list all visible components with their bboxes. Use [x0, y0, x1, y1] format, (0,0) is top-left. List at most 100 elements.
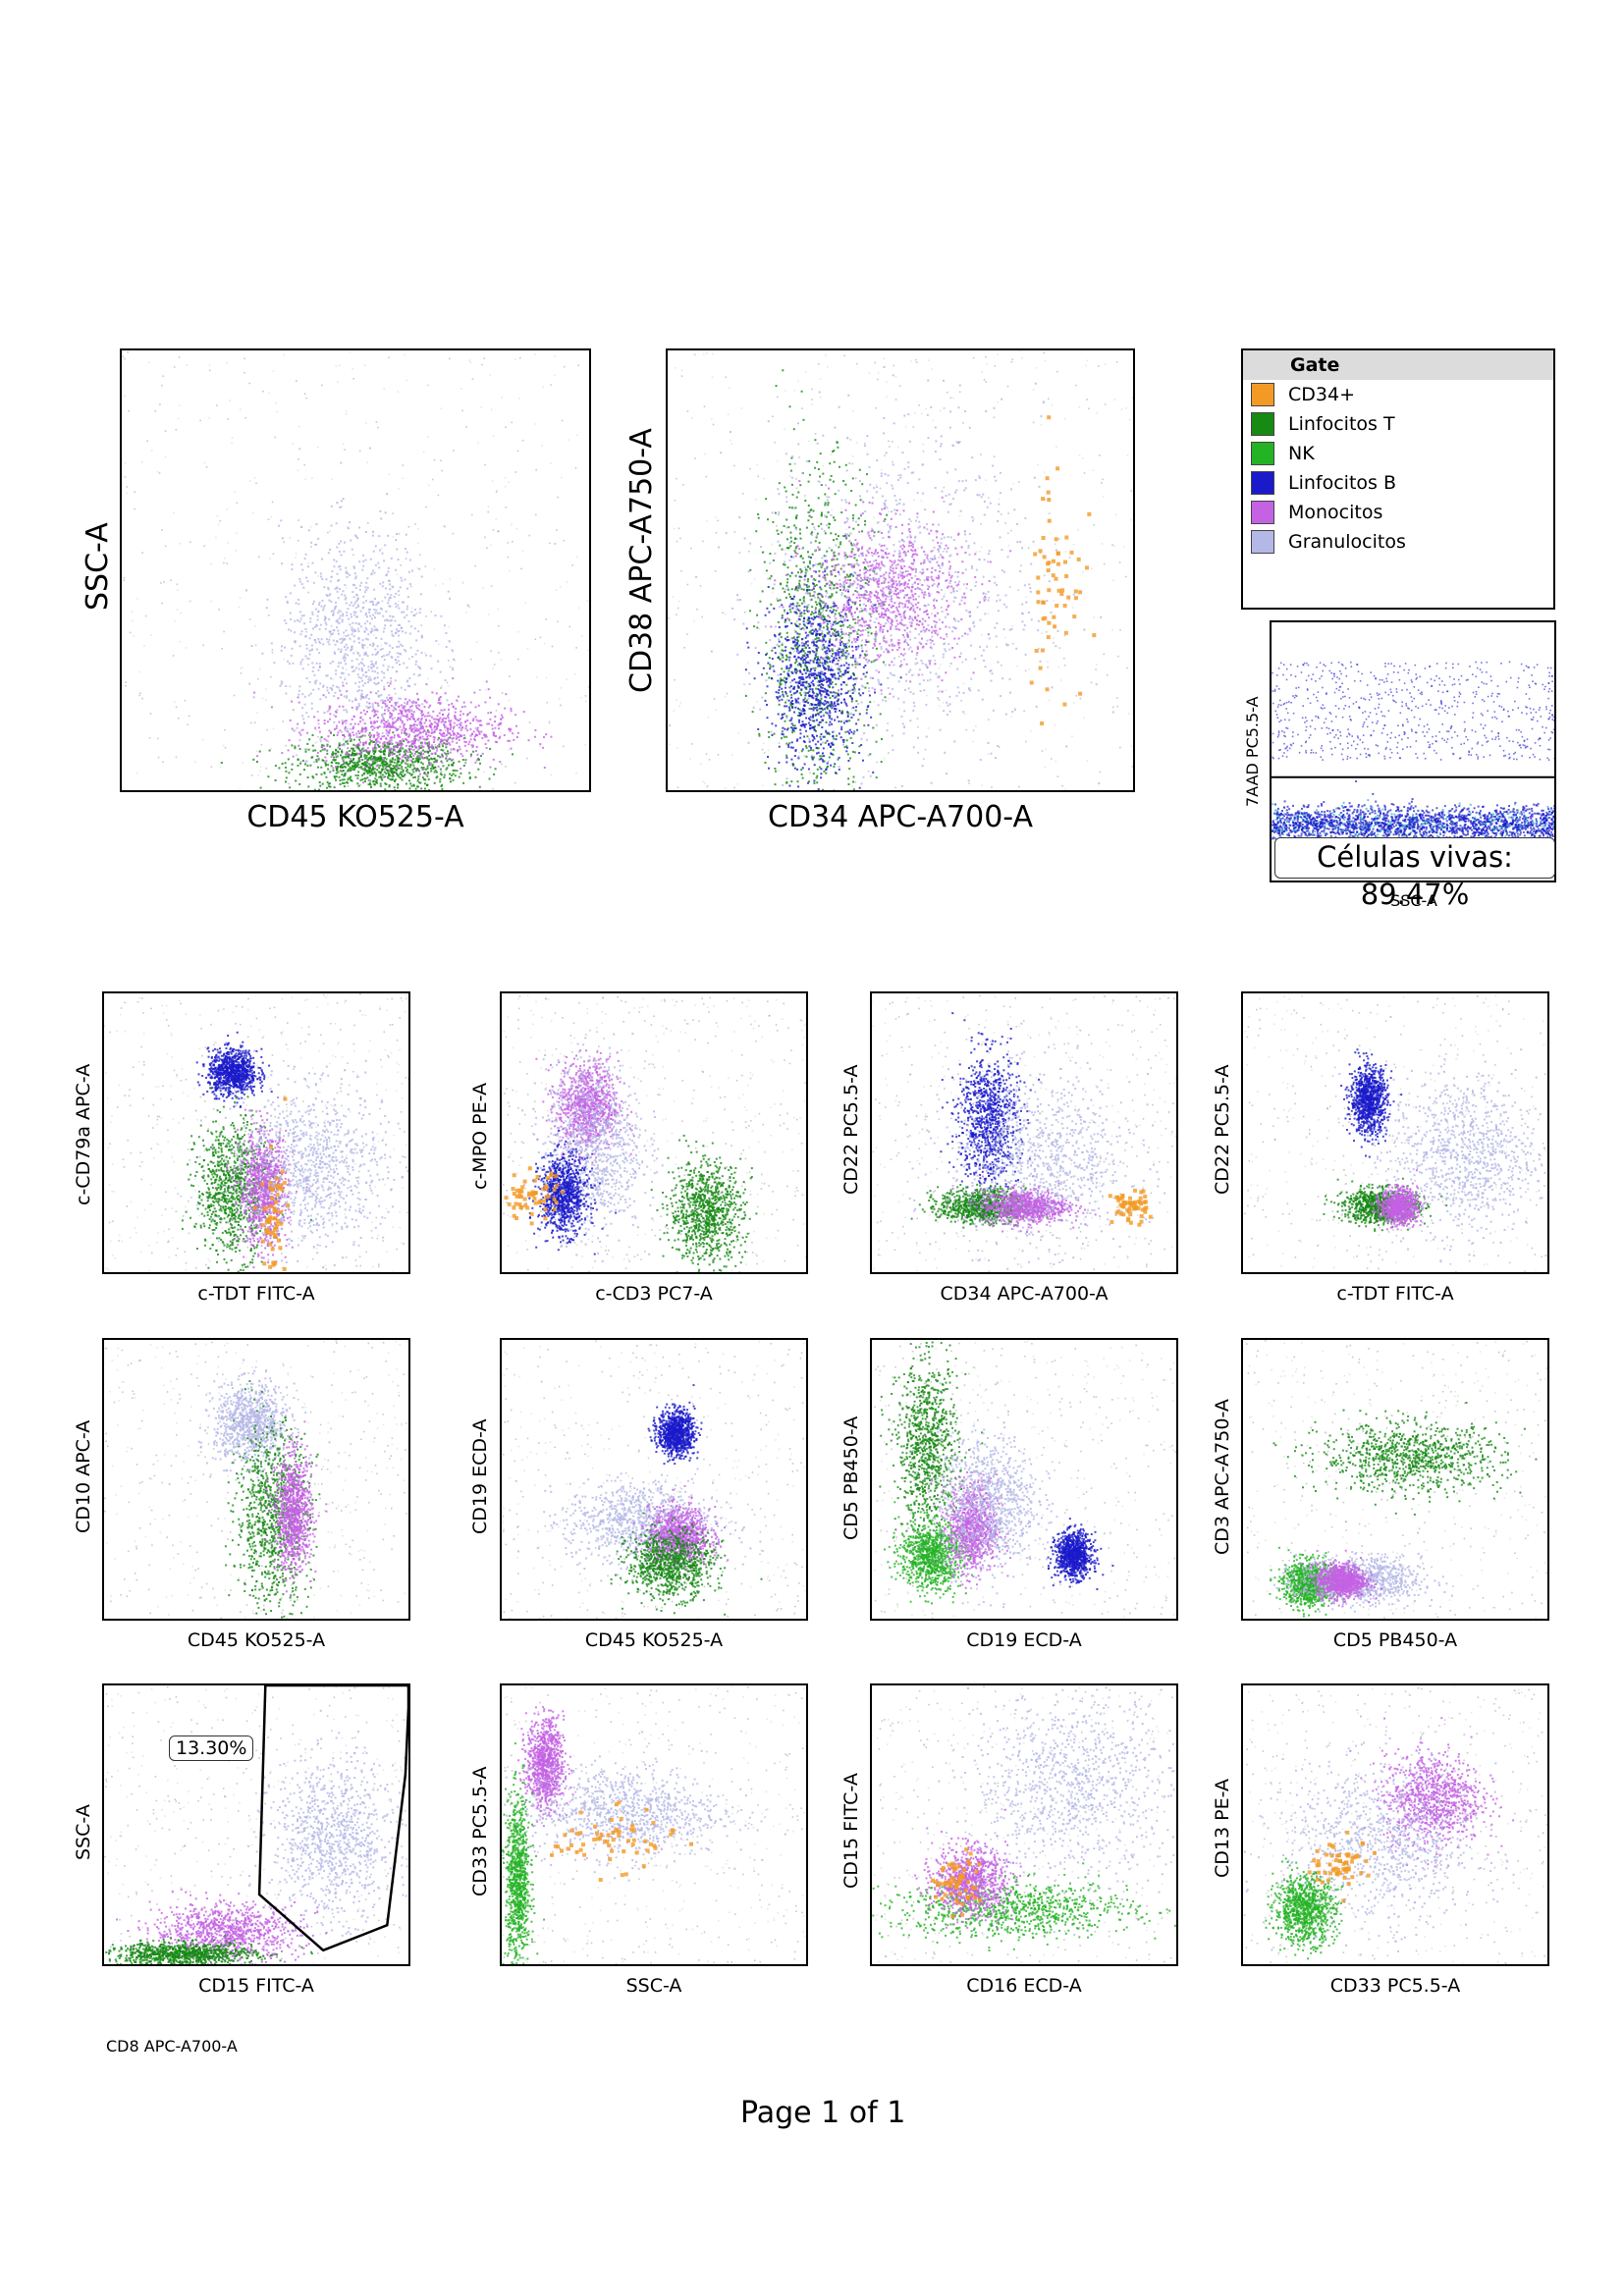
population-monocitos [517, 1706, 574, 1828]
scatter-svg-10 [1246, 1340, 1547, 1619]
population-monocitos [951, 1175, 1097, 1233]
background-events [502, 1340, 806, 1619]
population-granulocitos [246, 1709, 408, 1950]
population-granulocitos [514, 1451, 762, 1582]
population-monocitos [1349, 1717, 1515, 1868]
legend-title: Gate [1243, 350, 1553, 380]
scatter-svg-7 [104, 1340, 408, 1619]
ylabel-14: CD13 PE-A [1212, 1779, 1233, 1878]
scatter-plot-13 [870, 1683, 1178, 1966]
population-linfocitos-t [744, 369, 891, 790]
legend-entry: Linfocitos B [1243, 468, 1553, 498]
granulocyte-gate [257, 1685, 408, 1952]
scatter-plot-14 [1241, 1683, 1549, 1966]
legend-label: CD34+ [1288, 384, 1355, 405]
population-granulocitos [245, 447, 481, 782]
population-cd34- [1029, 415, 1097, 725]
xlabel-6: c-TDT FITC-A [1336, 1283, 1453, 1305]
extra-axis-label: CD8 APC-A700-A [106, 2037, 238, 2056]
population-linfocitos-b [1340, 1048, 1403, 1158]
scatter-svg-4 [502, 994, 806, 1272]
scatter-plot-2 [666, 348, 1135, 792]
population-granulocitos [904, 1022, 1176, 1270]
background-events [668, 350, 1133, 790]
scatter-plot-11 [102, 1683, 410, 1966]
gate-legend: Gate CD34+ Linfocitos T NK Linfocitos B Mono… [1241, 348, 1555, 610]
ylabel-1: SSC-A [81, 522, 115, 611]
population-monocitos [1299, 1549, 1383, 1608]
ylabel-6: CD22 PC5.5-A [1212, 1065, 1233, 1196]
legend-entry: Monocitos [1243, 498, 1553, 527]
population-cd34- [252, 1096, 291, 1271]
scatter-plot-1 [120, 348, 591, 792]
population-linfocitos-b [744, 535, 902, 790]
page-number: Page 1 of 1 [740, 2096, 905, 2130]
population-linfocitos-b [647, 1384, 703, 1466]
viability-svg [1272, 661, 1554, 860]
legend-label: Linfocitos T [1288, 413, 1395, 435]
population-cd34- [1307, 1830, 1377, 1903]
population-linfocitos-t [220, 727, 514, 790]
population-granulocitos [1338, 1016, 1547, 1272]
legend-swatch [1251, 501, 1274, 524]
population-linfocitos-t [610, 1512, 763, 1616]
scatter-svg-13 [872, 1685, 1176, 1964]
legend-swatch [1251, 442, 1274, 465]
population-granulocitos [1243, 1715, 1538, 1964]
xlabel-14: CD33 PC5.5-A [1330, 1975, 1461, 1997]
viability-xlabel: SSC-A [1390, 891, 1437, 910]
population-linfocitos-b [1047, 1518, 1114, 1590]
scatter-plot-8 [500, 1338, 808, 1621]
scatter-plot-5 [870, 991, 1178, 1274]
xlabel-12: SSC-A [626, 1975, 682, 1997]
legend-items: CD34+ Linfocitos T NK Linfocitos B Monocitos… [1243, 380, 1553, 557]
background-events [104, 1340, 408, 1619]
gate-percent-label: 13.30% [169, 1735, 254, 1761]
xlabel-8: CD45 KO525-A [585, 1629, 723, 1651]
population-cd34- [1108, 1188, 1153, 1227]
population-linfocitos-t [650, 1134, 758, 1272]
scatter-plot-6 [1241, 991, 1549, 1274]
background-events [502, 994, 806, 1272]
population-granulocitos [923, 1686, 1176, 1937]
background-events [873, 1685, 1176, 1964]
scatter-plot-3 [102, 991, 410, 1274]
population-linfocitos-t [879, 1341, 984, 1572]
legend-entry: Linfocitos T [1243, 409, 1553, 439]
background-events [874, 1340, 1176, 1619]
xlabel-9: CD19 ECD-A [966, 1629, 1081, 1651]
scatter-plot-7 [102, 1338, 410, 1621]
ylabel-12: CD33 PC5.5-A [469, 1767, 491, 1897]
scatter-svg-5 [872, 993, 1176, 1272]
population-cd34- [550, 1800, 693, 1882]
ylabel-4: c-MPO PE-A [469, 1083, 491, 1190]
scatter-plot-9 [870, 1338, 1178, 1621]
population-linfocitos-t [105, 1934, 313, 1964]
xlabel-10: CD5 PB450-A [1333, 1629, 1457, 1651]
scatter-svg-1 [122, 350, 589, 790]
legend-label: Monocitos [1288, 502, 1382, 523]
scatter-plot-12 [500, 1683, 808, 1966]
legend-label: NK [1288, 443, 1315, 464]
scatter-svg-2 [668, 350, 1133, 790]
legend-swatch [1251, 530, 1274, 554]
population-linfocitos-t [1272, 1402, 1538, 1516]
population-granulocitos [197, 1359, 331, 1487]
population-linfocitos-b [528, 1129, 618, 1255]
xlabel-1: CD45 KO525-A [246, 800, 463, 834]
ylabel-2: CD38 APC-A750-A [624, 428, 659, 693]
legend-label: Granulocitos [1288, 531, 1406, 553]
background-events [104, 993, 408, 1272]
xlabel-7: CD45 KO525-A [188, 1629, 325, 1651]
background-events [122, 350, 589, 790]
scatter-plot-4 [500, 991, 808, 1274]
xlabel-13: CD16 ECD-A [966, 1975, 1081, 1997]
legend-swatch [1251, 412, 1274, 436]
xlabel-3: c-TDT FITC-A [197, 1283, 314, 1305]
population-granulocitos [196, 1041, 408, 1266]
ylabel-10: CD3 APC-A750-A [1212, 1399, 1233, 1555]
ylabel-9: CD5 PB450-A [840, 1416, 862, 1540]
xlabel-2: CD34 APC-A700-A [768, 800, 1033, 834]
legend-entry: Granulocitos [1243, 527, 1553, 557]
scatter-svg-8 [502, 1340, 806, 1619]
